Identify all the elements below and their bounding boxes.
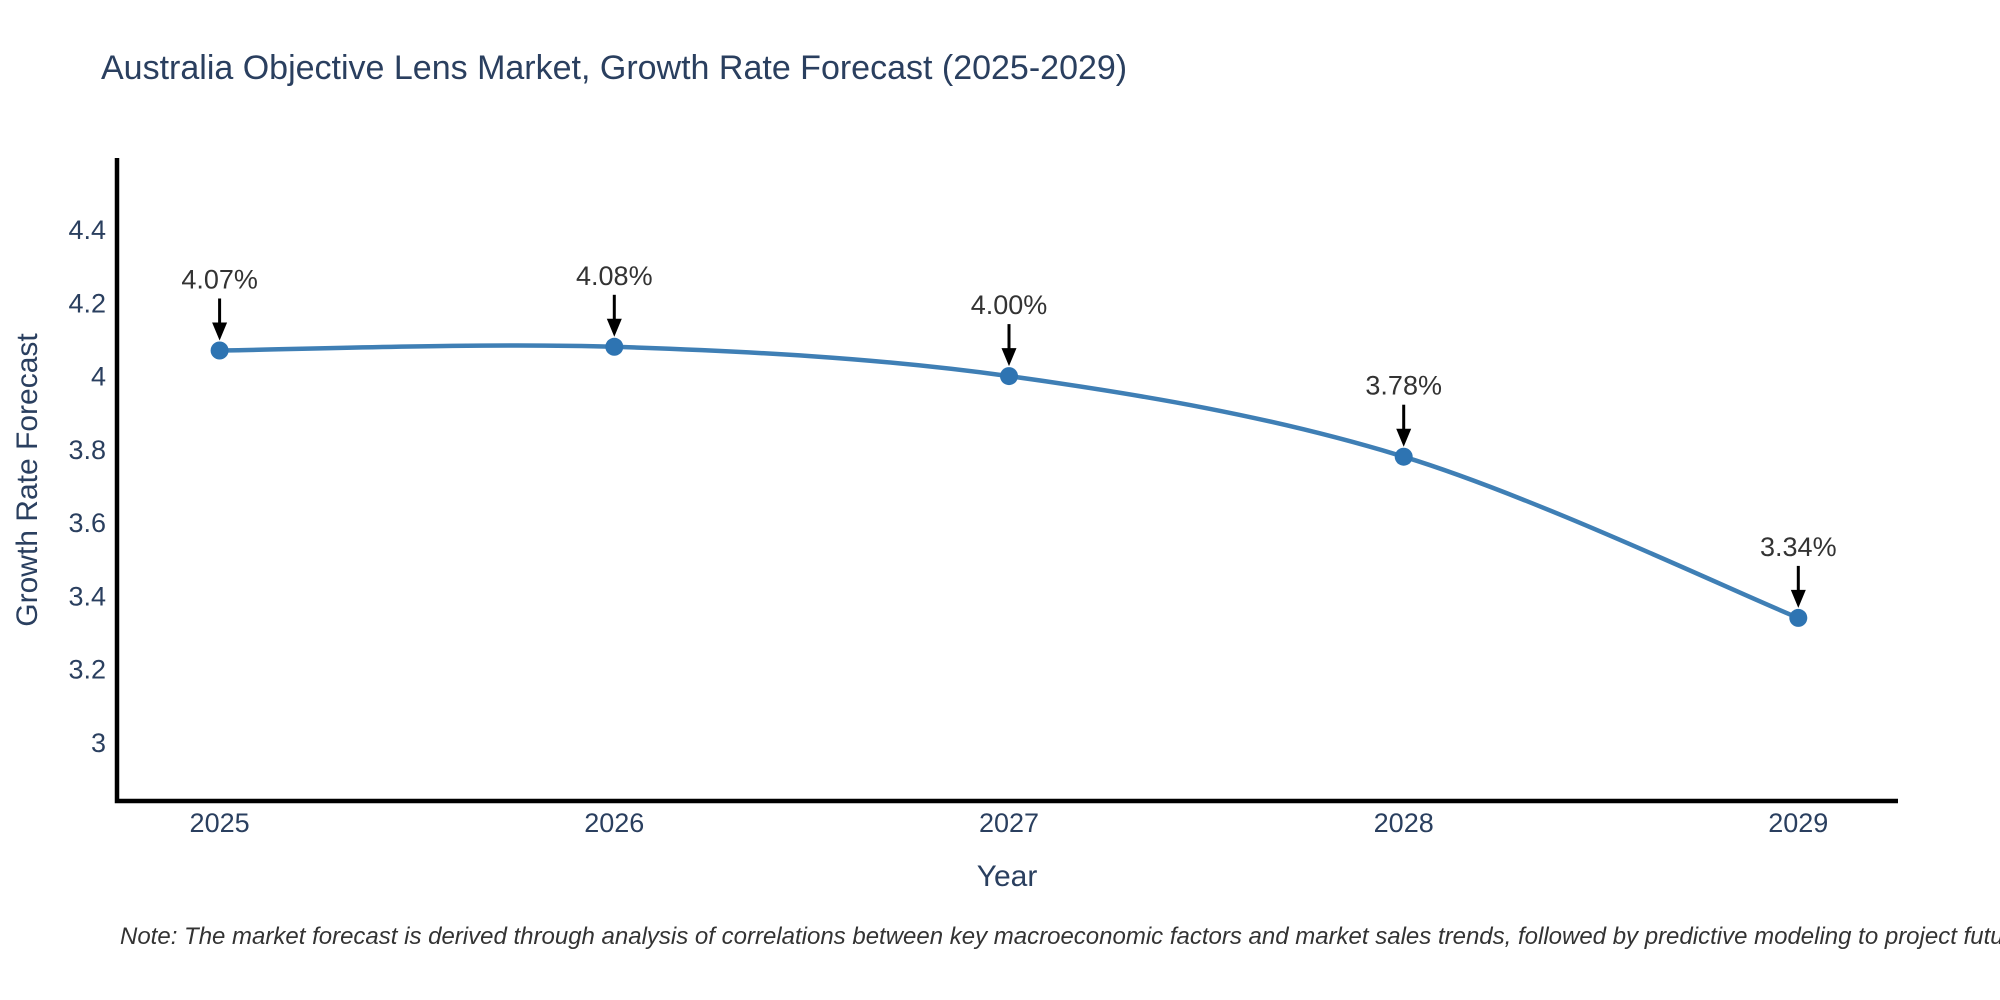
y-tick-label: 3 [91, 728, 106, 758]
data-point-markers [210, 337, 1808, 627]
y-axis-title: Growth Rate Forecast [11, 333, 44, 627]
annotation-arrowhead [1790, 589, 1806, 608]
annotation-arrowhead [606, 318, 622, 337]
y-tick-label: 3.8 [68, 435, 106, 465]
point-annotation-label: 3.34% [1760, 532, 1837, 562]
x-tick-label: 2029 [1768, 808, 1828, 838]
point-annotation: 4.08% [576, 261, 653, 337]
data-point-marker [1394, 447, 1413, 466]
y-tick-label: 3.4 [68, 581, 106, 611]
chart-note: Note: The market forecast is derived thr… [120, 923, 2000, 950]
point-annotations: 4.07% 4.08% 4.00% 3.78% 3.34% [181, 261, 1837, 608]
y-tick-label: 4 [91, 362, 106, 392]
data-point-marker [210, 341, 229, 360]
y-tick-label: 3.6 [68, 508, 106, 538]
x-tick-label: 2025 [190, 808, 250, 838]
x-tick-label: 2028 [1374, 808, 1434, 838]
y-tick-label: 4.2 [68, 288, 106, 318]
annotation-arrowhead [212, 322, 228, 341]
x-tick-label: 2026 [584, 808, 644, 838]
point-annotation-label: 4.07% [181, 265, 258, 295]
data-point-marker [1789, 608, 1808, 627]
series-line-group [217, 343, 1801, 621]
point-annotation: 3.78% [1365, 371, 1442, 447]
point-annotation: 3.34% [1760, 532, 1837, 608]
y-axis-tick-labels: 3 3.2 3.4 3.6 3.8 4 4.2 4.4 [68, 215, 106, 758]
point-annotation: 4.07% [181, 265, 258, 341]
point-annotation-label: 4.08% [576, 261, 653, 291]
annotation-arrowhead [1001, 348, 1017, 367]
x-tick-label: 2027 [979, 808, 1039, 838]
y-tick-label: 4.4 [68, 215, 106, 245]
point-annotation: 4.00% [971, 290, 1048, 367]
series-line [217, 343, 1801, 621]
axis-lines [114, 158, 1898, 804]
chart-title: Australia Objective Lens Market, Growth … [101, 49, 1127, 87]
data-point-marker [605, 337, 624, 356]
annotation-arrowhead [1396, 428, 1412, 447]
x-axis-title: Year [977, 860, 1038, 893]
point-annotation-label: 3.78% [1365, 371, 1442, 401]
y-tick-label: 3.2 [68, 655, 106, 685]
data-point-marker [1000, 367, 1018, 386]
point-annotation-label: 4.00% [971, 290, 1048, 320]
x-axis-tick-labels: 2025 2026 2027 2028 2029 [190, 808, 1829, 838]
